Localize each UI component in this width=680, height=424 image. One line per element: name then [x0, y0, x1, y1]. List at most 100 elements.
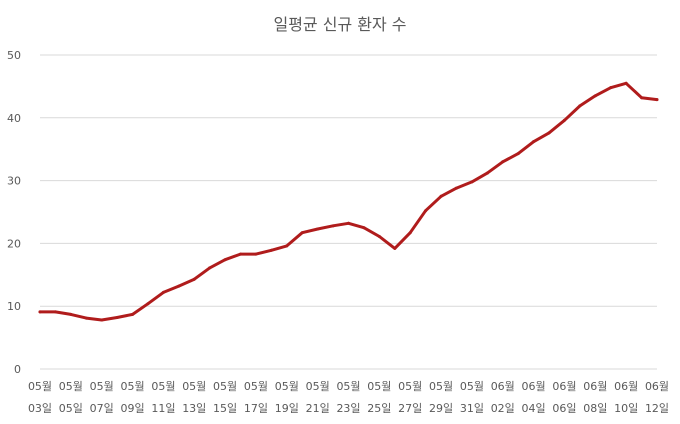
data-point [547, 131, 551, 135]
data-point [115, 316, 119, 320]
x-tick-day: 27일 [398, 401, 422, 415]
x-tick-day: 19일 [275, 401, 299, 415]
data-point [439, 194, 443, 198]
data-point [593, 94, 597, 98]
x-tick-label: 05월 29일 [429, 380, 453, 415]
x-tick-month: 05월 [398, 380, 422, 393]
data-point [393, 246, 397, 250]
data-point [239, 252, 243, 256]
data-point [485, 171, 489, 175]
data-point [624, 81, 628, 85]
x-tick-month: 05월 [429, 380, 453, 393]
x-tick-day: 07일 [90, 401, 114, 415]
data-point [424, 209, 428, 213]
chart-title: 일평균 신규 환자 수 [273, 15, 406, 34]
data-point [609, 86, 613, 90]
x-tick-day: 31일 [460, 401, 484, 415]
series-line [38, 81, 659, 322]
y-tick-label: 30 [7, 175, 21, 188]
x-tick-month: 05월 [275, 380, 299, 393]
y-tick-label: 20 [7, 237, 21, 250]
data-point [146, 302, 150, 306]
x-tick-day: 06일 [552, 401, 576, 415]
data-point [516, 152, 520, 156]
x-tick-day: 13일 [182, 401, 206, 415]
x-tick-day: 23일 [336, 401, 360, 415]
x-tick-label: 06월 12일 [645, 380, 669, 415]
x-tick-month: 05월 [244, 380, 268, 393]
gridlines [40, 54, 657, 370]
x-tick-month: 06월 [645, 380, 669, 393]
y-tick-label: 10 [7, 300, 21, 313]
data-point [100, 318, 104, 322]
x-tick-month: 06월 [522, 380, 546, 393]
x-tick-label: 05월 25일 [367, 380, 391, 415]
x-tick-month: 05월 [120, 380, 144, 393]
x-tick-day: 15일 [213, 401, 237, 415]
x-tick-day: 10일 [614, 401, 638, 415]
x-tick-label: 05월 21일 [306, 380, 330, 415]
data-point [69, 312, 73, 316]
data-point [501, 160, 505, 164]
data-point [300, 231, 304, 235]
x-tick-day: 09일 [120, 401, 144, 415]
x-tick-day: 08일 [583, 401, 607, 415]
series-layer [38, 81, 659, 322]
x-tick-label: 05월 11일 [151, 380, 175, 415]
x-tick-label: 05월 05일 [59, 380, 83, 415]
x-tick-label: 05월 13일 [182, 380, 206, 415]
data-point [177, 284, 181, 288]
x-tick-label: 05월 09일 [120, 380, 144, 415]
x-tick-label: 06월 02일 [491, 380, 515, 415]
x-tick-month: 05월 [460, 380, 484, 393]
x-tick-label: 05월 27일 [398, 380, 422, 415]
x-tick-day: 11일 [151, 401, 175, 415]
x-tick-day: 02일 [491, 401, 515, 415]
x-tick-label: 06월 10일 [614, 380, 638, 415]
data-point [254, 252, 258, 256]
data-point [347, 221, 350, 225]
y-tick-label: 50 [7, 49, 21, 62]
x-tick-month: 05월 [151, 380, 175, 393]
x-tick-day: 25일 [367, 401, 391, 415]
data-point [377, 234, 381, 238]
data-point [362, 226, 366, 230]
data-point [161, 290, 165, 294]
x-tick-day: 12일 [645, 401, 669, 415]
x-tick-label: 05월 07일 [90, 380, 114, 415]
y-tick-label: 40 [7, 112, 21, 125]
data-point [285, 244, 289, 248]
data-point [269, 248, 273, 252]
x-tick-month: 05월 [367, 380, 391, 393]
x-axis-ticks: 05월 03일 05월 05일 05월 07일 05월 09일 05월 11일 05월 13일 05월 1… [28, 380, 669, 415]
data-point [208, 266, 212, 270]
data-point [408, 231, 412, 235]
x-tick-month: 05월 [90, 380, 114, 393]
data-point [192, 277, 196, 281]
x-tick-month: 06월 [583, 380, 607, 393]
x-tick-day: 21일 [306, 401, 330, 415]
x-tick-label: 05월 15일 [213, 380, 237, 415]
data-point [223, 258, 227, 262]
x-tick-month: 05월 [336, 380, 360, 393]
x-tick-label: 06월 06일 [552, 380, 576, 415]
data-point [470, 180, 474, 184]
x-tick-label: 05월 19일 [275, 380, 299, 415]
x-tick-label: 05월 31일 [460, 380, 484, 415]
x-tick-month: 05월 [306, 380, 330, 393]
data-point [655, 98, 659, 102]
data-point [53, 310, 57, 314]
x-tick-month: 05월 [28, 380, 52, 393]
x-tick-month: 06월 [614, 380, 638, 393]
x-tick-day: 17일 [244, 401, 268, 415]
data-point [454, 186, 458, 190]
x-tick-label: 05월 23일 [336, 380, 360, 415]
x-tick-day: 04일 [522, 401, 546, 415]
data-point [331, 224, 335, 228]
x-tick-month: 05월 [213, 380, 237, 393]
y-axis-ticks: 0 10 20 30 40 50 [7, 49, 21, 376]
x-tick-label: 06월 04일 [522, 380, 546, 415]
y-tick-label: 0 [14, 363, 21, 376]
data-point [38, 310, 42, 314]
